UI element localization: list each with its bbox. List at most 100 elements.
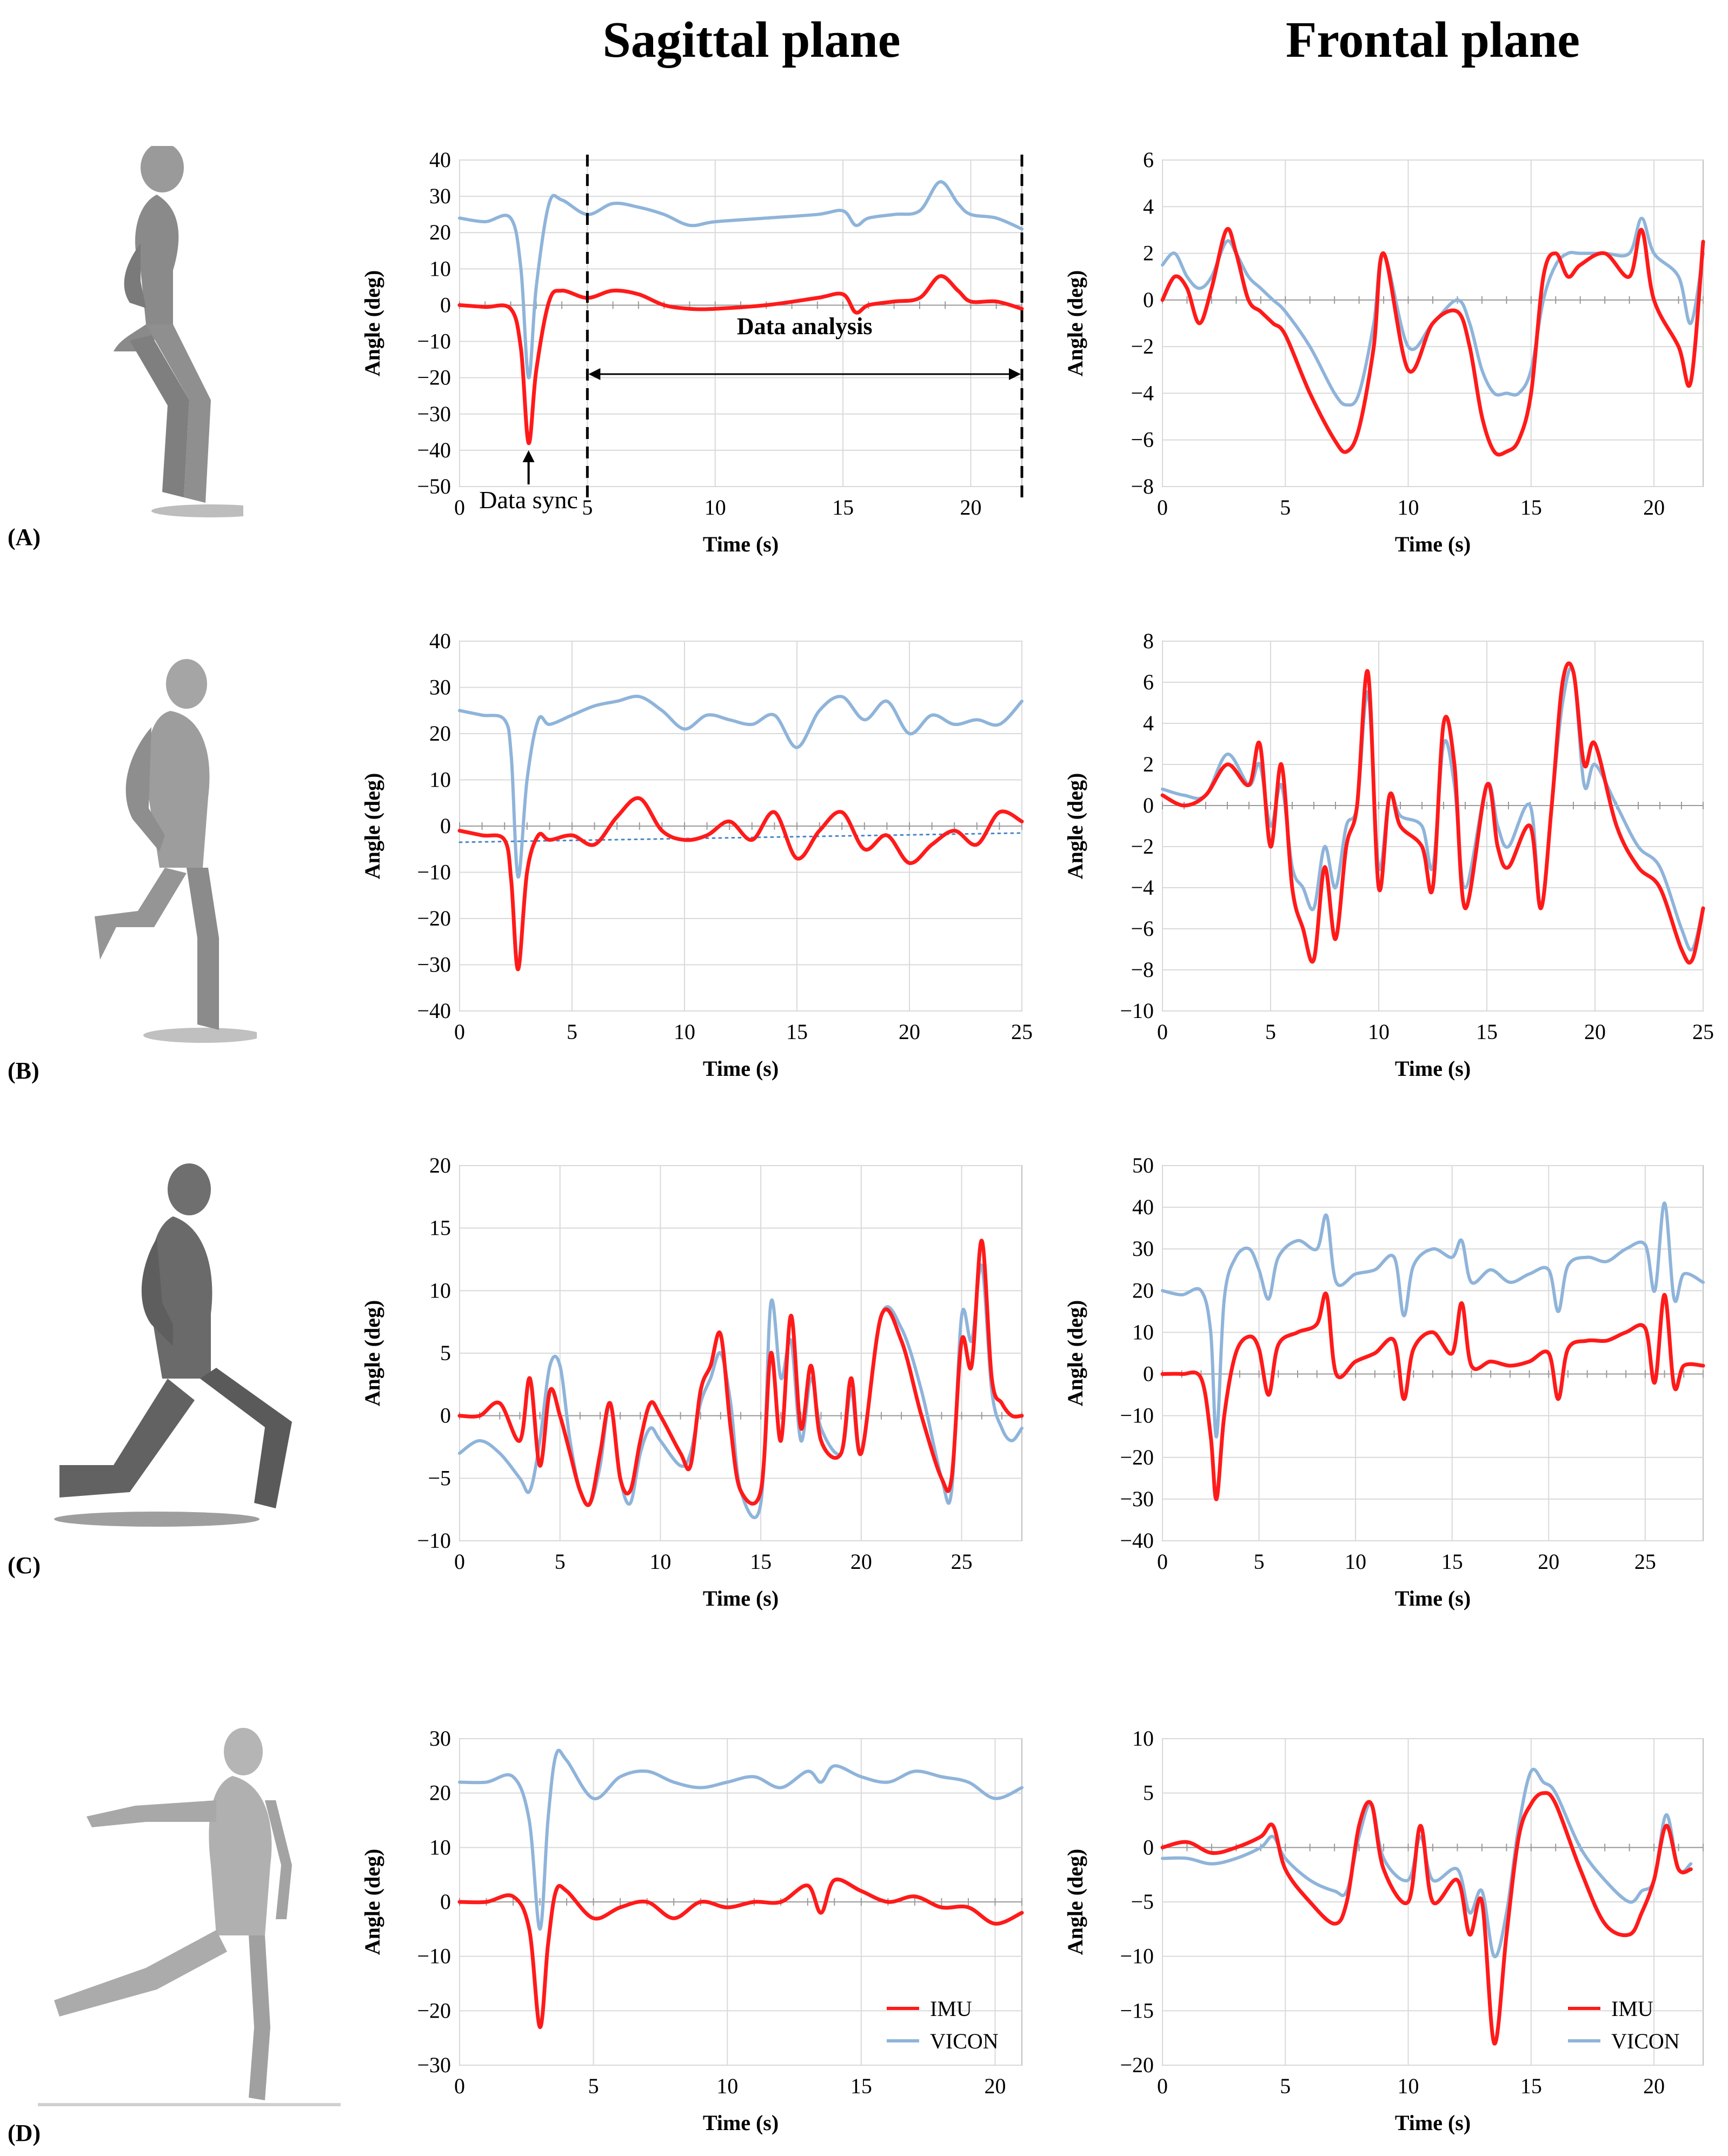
c-frontal-xtick-label: 0	[1157, 1549, 1168, 1574]
c-frontal-ytick-label: −20	[1120, 1445, 1154, 1469]
d-frontal-ytick-label: 0	[1143, 1835, 1154, 1859]
a-frontal-ytick-label: −6	[1131, 428, 1154, 452]
c-sagittal-ytick-label: −5	[428, 1466, 451, 1490]
d-sagittal-series-imu-line	[457, 1877, 1024, 2029]
b-frontal-xtick-label: 15	[1476, 1020, 1498, 1044]
c-frontal-ytick-label: −30	[1120, 1487, 1154, 1511]
chart-a-sagittal: −50 −40 −30 −20 −10 0 10 20 30 40 0 5 10 15 20 Time (s)…	[360, 148, 1024, 556]
a-sagittal-x-axis-label: Time (s)	[703, 532, 779, 556]
b-frontal-ytick-label: 8	[1143, 629, 1154, 653]
a-frontal-ytick-label: 0	[1143, 288, 1154, 312]
a-frontal-ytick-label: −2	[1131, 334, 1154, 358]
d-sagittal-xtick-label: 0	[454, 2074, 465, 2098]
sagittal-title: Sagittal plane	[602, 12, 901, 68]
running-figure-icon	[95, 659, 257, 1043]
c-frontal-ytick-label: 20	[1132, 1278, 1154, 1302]
a-frontal-ytick-label: 6	[1143, 148, 1154, 172]
d-sagittal-legend-label-imu: IMU	[930, 1997, 972, 2021]
b-sagittal-xtick-label: 25	[1011, 1020, 1033, 1044]
d-frontal-xtick-label: 15	[1520, 2074, 1542, 2098]
d-sagittal-ytick-label: 10	[429, 1835, 451, 1859]
b-frontal-ytick-label: −2	[1131, 834, 1154, 859]
d-frontal-ytick-label: 10	[1132, 1726, 1154, 1751]
d-frontal-x-axis-label: Time (s)	[1395, 2111, 1471, 2135]
b-frontal-ytick-label: −4	[1131, 875, 1154, 900]
c-frontal-y-axis-label: Angle (deg)	[1063, 1300, 1087, 1407]
a-sagittal-ytick-label: −40	[417, 438, 451, 462]
a-sagittal-ytick-label: 40	[429, 148, 451, 172]
c-sagittal-ytick-label: 15	[429, 1216, 451, 1240]
d-frontal-ytick-label: 5	[1143, 1781, 1154, 1805]
c-sagittal-xtick-label: 0	[454, 1549, 465, 1574]
b-sagittal-ytick-label: −30	[417, 953, 451, 977]
a-sagittal-analysis-arrowhead-left	[588, 368, 601, 380]
row-label-a: (A)	[8, 524, 41, 550]
c-frontal-xtick-label: 20	[1538, 1549, 1559, 1574]
d-frontal-ytick-label: −5	[1131, 1889, 1154, 1914]
a-sagittal-xtick-label: 10	[705, 495, 726, 520]
b-sagittal-ytick-label: −10	[417, 860, 451, 884]
c-sagittal-xtick-label: 10	[649, 1549, 671, 1574]
d-frontal-ytick-label: −20	[1120, 2053, 1154, 2077]
a-frontal-series-imu-line	[1160, 227, 1705, 457]
b-sagittal-series-vicon-line	[458, 695, 1023, 879]
a-sagittal-ytick-label: 20	[429, 220, 451, 244]
d-sagittal-xtick-label: 15	[850, 2074, 872, 2098]
d-sagittal-xtick-label: 10	[716, 2074, 738, 2098]
c-frontal-xtick-label: 15	[1441, 1549, 1463, 1574]
chart-a-frontal: −8 −6 −4 −2 0 2 4 6 0 5 10 15 20 Time (s) Angle (deg)	[1063, 148, 1705, 556]
b-sagittal-ytick-label: 20	[429, 721, 451, 746]
b-frontal-xtick-label: 25	[1692, 1020, 1714, 1044]
d-sagittal-ytick-label: −30	[417, 2053, 451, 2077]
c-frontal-xtick-label: 25	[1634, 1549, 1656, 1574]
b-sagittal-series-imu-line	[457, 796, 1024, 971]
a-sagittal-series-vicon-line	[458, 180, 1023, 380]
a-frontal-ytick-label: −4	[1131, 381, 1154, 405]
lunge-figure-icon	[54, 1163, 292, 1527]
b-frontal-ytick-label: 4	[1143, 711, 1154, 735]
row-label-c: (C)	[8, 1552, 41, 1579]
b-frontal-ytick-label: 6	[1143, 670, 1154, 694]
a-frontal-xtick-label: 20	[1643, 495, 1665, 520]
a-sagittal-y-axis-label: Angle (deg)	[360, 270, 384, 377]
b-sagittal-y-axis-label: Angle (deg)	[360, 773, 384, 880]
a-frontal-xtick-label: 5	[1280, 495, 1291, 520]
d-frontal-ytick-label: −15	[1120, 1998, 1154, 2022]
d-sagittal-x-axis-label: Time (s)	[703, 2111, 779, 2135]
b-frontal-ytick-label: −10	[1120, 999, 1154, 1023]
b-frontal-xtick-label: 10	[1368, 1020, 1390, 1044]
frontal-title: Frontal plane	[1285, 12, 1580, 68]
c-sagittal-series-imu-line	[457, 1239, 1024, 1507]
b-frontal-y-axis-label: Angle (deg)	[1063, 773, 1087, 880]
a-sagittal-series-imu-line	[457, 274, 1024, 445]
b-frontal-ytick-label: 2	[1143, 752, 1154, 776]
c-sagittal-xtick-label: 25	[951, 1549, 973, 1574]
b-sagittal-x-axis-label: Time (s)	[703, 1056, 779, 1081]
a-sagittal-analysis-arrowhead-right	[1009, 368, 1021, 380]
c-sagittal-xtick-label: 5	[555, 1549, 566, 1574]
a-sagittal-analysis-label: Data analysis	[737, 313, 873, 340]
chart-c-sagittal: −10 −5 0 5 10 15 20 0 5 10 15 20 25 Time (s) Angle (de…	[360, 1153, 1024, 1611]
d-sagittal-ytick-label: 20	[429, 1781, 451, 1805]
a-sagittal-xtick-label: 20	[960, 495, 981, 520]
a-sagittal-xtick-label: 15	[832, 495, 854, 520]
row-label-b: (B)	[8, 1057, 39, 1084]
b-frontal-ytick-label: 0	[1143, 793, 1154, 817]
b-sagittal-xtick-label: 0	[454, 1020, 465, 1044]
a-sagittal-sync-arrowhead	[522, 450, 535, 462]
d-frontal-xtick-label: 0	[1157, 2074, 1168, 2098]
b-sagittal-xtick-label: 15	[786, 1020, 808, 1044]
c-sagittal-ytick-label: 20	[429, 1153, 451, 1177]
b-frontal-series-vicon-line	[1161, 666, 1705, 952]
c-sagittal-x-axis-label: Time (s)	[703, 1586, 779, 1611]
d-sagittal-xtick-label: 20	[984, 2074, 1006, 2098]
d-sagittal-legend-label-vicon: VICON	[930, 2029, 999, 2053]
c-frontal-ytick-label: 0	[1143, 1362, 1154, 1386]
c-frontal-ytick-label: 40	[1132, 1195, 1154, 1219]
b-sagittal-xtick-label: 20	[899, 1020, 920, 1044]
c-sagittal-y-axis-label: Angle (deg)	[360, 1300, 384, 1407]
a-sagittal-ytick-label: −50	[417, 474, 451, 498]
b-sagittal-xtick-label: 10	[674, 1020, 695, 1044]
a-sagittal-ytick-label: 30	[429, 184, 451, 208]
d-sagittal-ytick-label: 30	[429, 1726, 451, 1751]
